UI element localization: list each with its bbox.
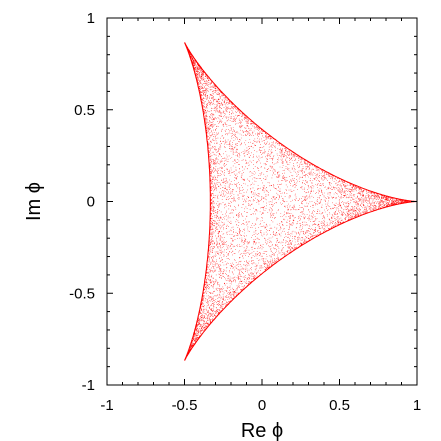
scatter-points	[184, 42, 418, 361]
y-tick-label: 0.5	[74, 102, 95, 119]
y-tick-label: -1	[82, 377, 95, 394]
x-tick-label: -0.5	[172, 397, 198, 414]
x-tick-label: -1	[100, 397, 113, 414]
deltoid-boundary	[184, 42, 417, 361]
y-tick-label: 1	[87, 10, 95, 27]
x-axis-title: Re ϕ	[241, 420, 283, 441]
x-tick-label: 0	[258, 397, 266, 414]
y-tick-label: 0	[87, 194, 95, 211]
x-tick-label: 1	[413, 397, 421, 414]
y-tick-label: -0.5	[69, 285, 95, 302]
plot-frame	[106, 17, 418, 386]
x-axis-tick-labels: -1 -0.5 0 0.5 1	[100, 397, 421, 414]
x-tick-label: 0.5	[329, 397, 350, 414]
y-axis-tick-labels: -1 -0.5 0 0.5 1	[69, 10, 95, 394]
y-axis-title: Im ϕ	[23, 182, 45, 221]
